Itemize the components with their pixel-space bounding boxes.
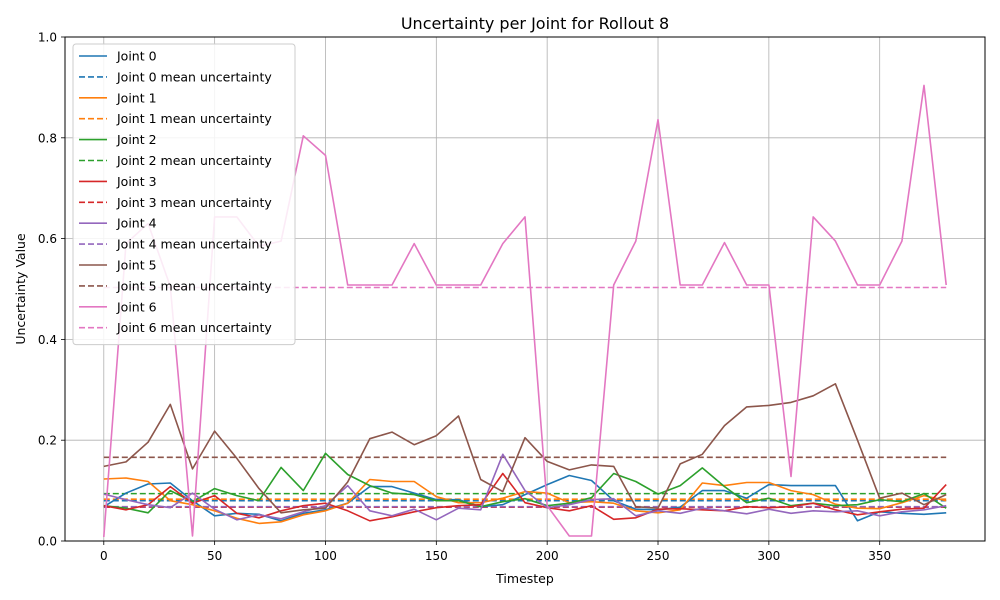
legend-label-joint-5: Joint 5 [116, 258, 157, 273]
x-tick-label: 350 [868, 549, 891, 563]
y-axis-label: Uncertainty Value [13, 233, 28, 345]
x-tick-label: 300 [757, 549, 780, 563]
series-line-joint-4 [103, 453, 947, 521]
series-line-joint-3 [103, 472, 947, 522]
legend-mean-label-joint-6: Joint 6 mean uncertainty [116, 320, 272, 335]
plot-frame [64, 36, 986, 542]
legend-label-joint-2: Joint 2 [116, 132, 157, 147]
legend-mean-label-joint-5: Joint 5 mean uncertainty [116, 278, 272, 293]
y-tick-label: 0.4 [38, 333, 57, 347]
y-tick-label: 0.0 [38, 535, 57, 549]
x-tick-label: 100 [314, 549, 337, 563]
legend-mean-label-joint-1: Joint 1 mean uncertainty [116, 111, 272, 126]
legend-mean-label-joint-4: Joint 4 mean uncertainty [116, 237, 272, 252]
y-tick-label: 0.8 [38, 131, 57, 145]
x-axis-label: Timestep [495, 571, 554, 586]
x-tick-label: 200 [536, 549, 559, 563]
legend-mean-label-joint-0: Joint 0 mean uncertainty [116, 69, 272, 84]
legend-label-joint-3: Joint 3 [116, 174, 157, 189]
series-line-joint-5 [103, 382, 947, 514]
y-tick-label: 0.6 [38, 232, 57, 246]
series-line-joint-2 [103, 452, 947, 514]
legend: Joint 0 Joint 0 mean uncertainty Joint 1 Jo… [72, 43, 296, 346]
series-line-joint-0 [103, 474, 947, 522]
legend-mean-label-joint-2: Joint 2 mean uncertainty [116, 153, 272, 168]
legend-label-joint-6: Joint 6 [116, 299, 157, 314]
legend-label-joint-0: Joint 0 [116, 49, 157, 64]
legend-label-joint-1: Joint 1 [116, 90, 157, 105]
x-tick-label: 50 [207, 549, 222, 563]
x-tick-label: 150 [425, 549, 448, 563]
legend-label-joint-4: Joint 4 [116, 216, 157, 231]
chart-title: Uncertainty per Joint for Rollout 8 [401, 14, 669, 33]
x-tick-label: 0 [100, 549, 108, 563]
legend-box [72, 43, 296, 346]
axis-ticks: 0 50 100 150 200 250 300 350 0.0 0.2 0.4 0.6 0.8 1.0 [38, 31, 891, 564]
y-tick-label: 1.0 [38, 31, 57, 45]
y-tick-label: 0.2 [38, 434, 57, 448]
x-tick-label: 250 [647, 549, 670, 563]
legend-mean-label-joint-3: Joint 3 mean uncertainty [116, 195, 272, 210]
